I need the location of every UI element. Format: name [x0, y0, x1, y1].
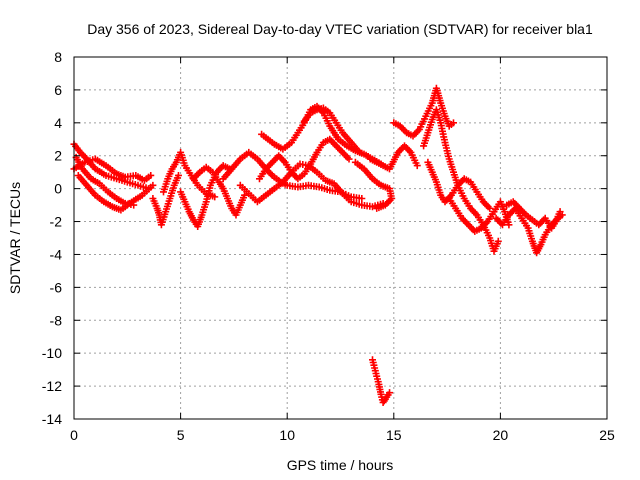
y-tick-label: 6: [54, 82, 62, 98]
data-point: [449, 119, 457, 127]
series-track-j: [236, 160, 387, 211]
x-axis-label: GPS time / hours: [287, 457, 394, 473]
series-track-l: [256, 135, 353, 183]
x-tick-label: 15: [386, 427, 402, 443]
y-tick-label: -6: [50, 279, 63, 295]
series-track-p: [369, 356, 394, 406]
y-tick-label: -10: [42, 345, 62, 361]
series-track-a: [70, 140, 153, 193]
chart-title: Day 356 of 2023, Sidereal Day-to-day VTE…: [87, 21, 593, 37]
data-point: [358, 195, 366, 203]
data-point: [373, 204, 381, 212]
series-track-h: [189, 163, 249, 219]
series-track-s: [424, 158, 494, 212]
x-tick-label: 0: [70, 427, 78, 443]
y-tick-label: 8: [54, 49, 62, 65]
y-tick-label: -4: [50, 246, 63, 262]
y-axis-label: SDTVAR / TECUs: [7, 182, 23, 294]
data-point: [345, 155, 353, 163]
data-point: [556, 208, 564, 216]
series-track-n: [351, 158, 396, 212]
series-track-v: [503, 198, 564, 232]
x-tick-label: 10: [279, 427, 295, 443]
grid: [74, 57, 607, 419]
data-point: [505, 221, 513, 229]
y-tick-label: 0: [54, 181, 62, 197]
data-point: [147, 171, 155, 179]
data-point: [211, 193, 219, 201]
y-tick-label: 4: [54, 115, 62, 131]
series-track-g: [177, 162, 234, 230]
data-point: [386, 389, 394, 397]
data-point: [494, 237, 502, 245]
series-track-q: [390, 84, 457, 140]
plot-frame: [73, 56, 608, 420]
y-tick-label: -12: [42, 378, 62, 394]
series-track-c: [74, 172, 157, 214]
x-tick-label: 25: [599, 427, 615, 443]
series-track-t: [445, 195, 513, 235]
data-point: [149, 181, 157, 189]
data-point: [413, 162, 421, 170]
data-points: [70, 84, 566, 406]
data-point: [356, 148, 364, 156]
series-track-e: [149, 171, 182, 229]
y-tick-label: 2: [54, 148, 62, 164]
series-track-o: [366, 142, 421, 173]
y-tick-label: -8: [50, 312, 63, 328]
y-tick-label: -2: [50, 214, 63, 230]
x-tick-label: 5: [177, 427, 185, 443]
data-point: [486, 204, 494, 212]
x-tick-label: 20: [493, 427, 509, 443]
series-track-m: [300, 104, 364, 156]
data-point: [174, 171, 182, 179]
y-tick-label: -14: [42, 411, 62, 427]
